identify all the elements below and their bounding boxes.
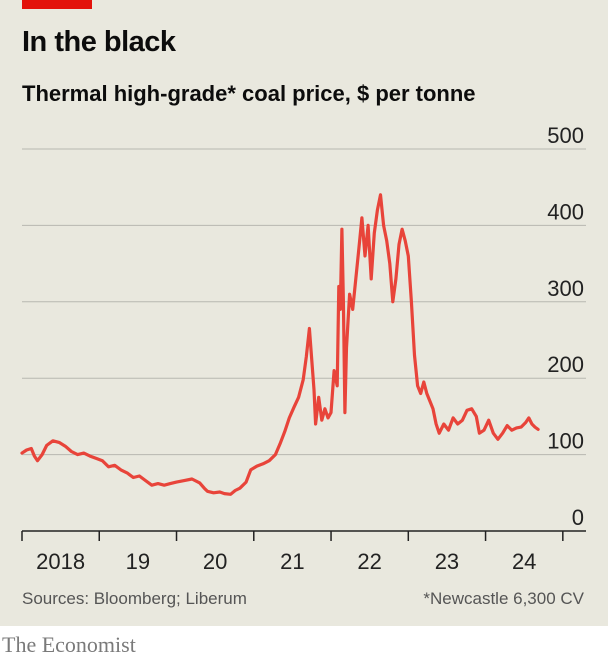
brand-tag: [22, 0, 92, 9]
x-tick-label: 2018: [36, 549, 85, 574]
footnote: *Newcastle 6,300 CV: [423, 589, 584, 608]
y-tick-label: 400: [547, 199, 584, 224]
x-tick-label: 19: [126, 549, 150, 574]
x-tick-label: 23: [435, 549, 459, 574]
line-chart: 0 100 200 300 400 500 2018 19 20 21 22 23 24: [20, 123, 586, 574]
chart-panel: [0, 0, 608, 626]
x-tick-label: 24: [512, 549, 536, 574]
chart-title: In the black: [22, 26, 176, 58]
x-tick-label: 22: [357, 549, 381, 574]
publisher-logo: The Economist: [2, 632, 136, 657]
y-tick-label: 500: [547, 123, 584, 148]
series-line: [20, 193, 540, 496]
sources-note: Sources: Bloomberg; Liberum: [22, 589, 247, 608]
y-tick-label: 300: [547, 276, 584, 301]
y-tick-label: 0: [572, 505, 584, 530]
y-tick-label: 100: [547, 429, 584, 454]
y-tick-label: 200: [547, 352, 584, 377]
chart-subtitle: Thermal high-grade* coal price, $ per to…: [22, 81, 476, 106]
x-tick-label: 21: [280, 549, 304, 574]
x-tick-label: 20: [203, 549, 227, 574]
